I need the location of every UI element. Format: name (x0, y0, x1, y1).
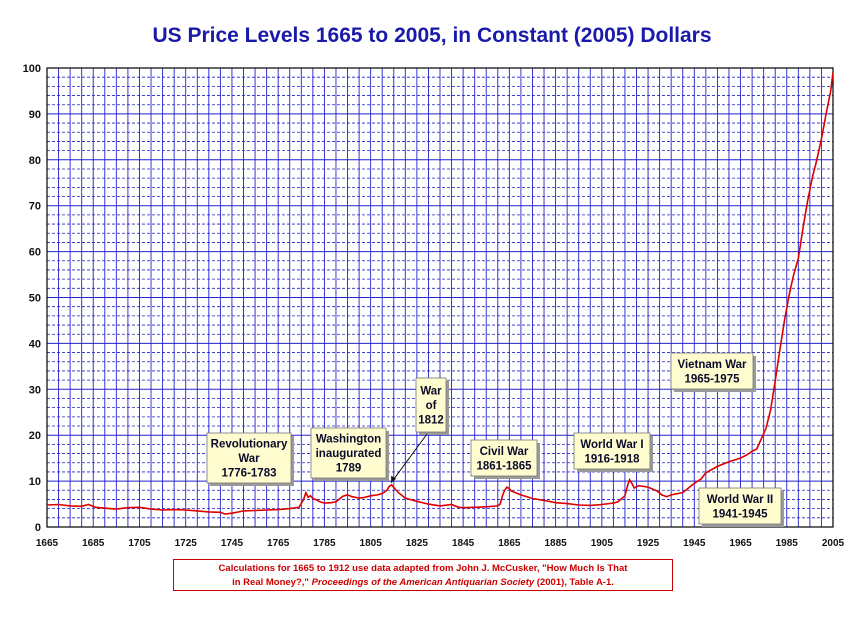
annotation-box: Vietnam War 1965-1975 (670, 352, 756, 392)
annotation-text: inaugurated (316, 448, 382, 460)
annotation-arrow (390, 433, 428, 484)
x-tick-label: 1665 (36, 538, 59, 549)
annotation-text: Vietnam War (677, 359, 747, 371)
y-tick-label: 100 (23, 63, 41, 75)
x-tick-label: 1765 (267, 538, 290, 549)
annotation-background (206, 432, 292, 484)
y-tick-label: 60 (29, 247, 41, 259)
x-tick-label: 1945 (683, 538, 706, 549)
annotation-text: 1789 (336, 463, 362, 475)
annotation-text: of (426, 400, 437, 412)
source-credit: Calculations for 1665 to 1912 use data a… (173, 559, 673, 591)
annotation-text: Revolutionary (211, 439, 288, 451)
annotation-background (670, 352, 754, 390)
arrow-head (391, 475, 397, 483)
annotation-text: 1861-1865 (477, 460, 533, 472)
credit-line-2c: (2001), Table A-1. (534, 577, 614, 588)
annotation-text: World War II (707, 494, 773, 506)
y-tick-label: 30 (29, 384, 41, 396)
credit-line-1: Calculations for 1665 to 1912 use data a… (218, 563, 628, 574)
price-level-line (46, 72, 834, 515)
x-tick-label: 1725 (175, 538, 198, 549)
credit-journal: Proceedings of the American Antiquarian … (311, 577, 535, 588)
annotation-text: 1965-1975 (685, 373, 741, 385)
x-tick-label: 1905 (591, 538, 614, 549)
x-tick-label: 1925 (637, 538, 660, 549)
credit-line-2a: in Real Money?," (232, 577, 312, 588)
x-tick-label: 1745 (221, 538, 244, 549)
y-tick-label: 80 (29, 155, 41, 167)
x-tick-label: 1965 (729, 538, 752, 549)
annotation-text: Civil War (480, 446, 529, 458)
y-tick-label: 90 (29, 109, 41, 121)
annotation-background (310, 427, 387, 479)
y-axis-ticks: 0 10 20 30 40 50 60 70 80 90 100 (23, 63, 41, 534)
annotation-text: World War I (580, 439, 643, 451)
credit-line-2: in Real Money?," Proceedings of the Amer… (174, 576, 672, 590)
annotation-background (698, 487, 782, 525)
annotation-text: 1916-1918 (585, 453, 641, 465)
annotation-box: War of 1812 (415, 377, 449, 435)
x-axis-ticks: 1665 1685 1705 1725 1745 1765 1785 1805 1825 1845… (36, 538, 845, 549)
annotation-box: Washington inaugurated 1789 (310, 427, 389, 481)
y-tick-label: 20 (29, 430, 41, 442)
chart-title: US Price Levels 1665 to 2005, in Constan… (152, 24, 711, 47)
event-annotations: Revolutionary War 1776-1783 Washington inaug… (206, 352, 784, 527)
annotation-box: World War I 1916-1918 (573, 432, 653, 472)
x-tick-label: 1705 (128, 538, 151, 549)
annotation-box: Revolutionary War 1776-1783 (206, 432, 294, 486)
annotation-background (415, 377, 447, 433)
annotation-text: Washington (316, 434, 381, 446)
y-tick-label: 40 (29, 338, 41, 350)
annotation-text: 1812 (418, 415, 444, 427)
x-tick-label: 1985 (776, 538, 799, 549)
x-tick-label: 1845 (452, 538, 475, 549)
x-tick-label: 1865 (498, 538, 521, 549)
x-tick-label: 1885 (544, 538, 567, 549)
y-tick-label: 70 (29, 201, 41, 213)
annotation-text: 1941-1945 (713, 508, 769, 520)
x-tick-label: 1825 (406, 538, 429, 549)
annotation-box: Civil War 1861-1865 (470, 439, 540, 479)
y-tick-label: 0 (35, 522, 41, 534)
y-tick-label: 10 (29, 476, 41, 488)
annotation-background (470, 439, 538, 477)
x-tick-label: 1685 (82, 538, 105, 549)
annotation-text: War (238, 453, 260, 465)
x-tick-label: 1805 (360, 538, 383, 549)
annotation-text: 1776-1783 (222, 468, 277, 480)
x-tick-label: 2005 (822, 538, 845, 549)
annotation-box: World War II 1941-1945 (698, 487, 784, 527)
annotation-text: War (420, 386, 442, 398)
annotation-background (573, 432, 651, 470)
grid (46, 67, 834, 528)
y-tick-label: 50 (29, 293, 41, 305)
plot-frame (46, 67, 834, 528)
x-tick-label: 1785 (313, 538, 336, 549)
